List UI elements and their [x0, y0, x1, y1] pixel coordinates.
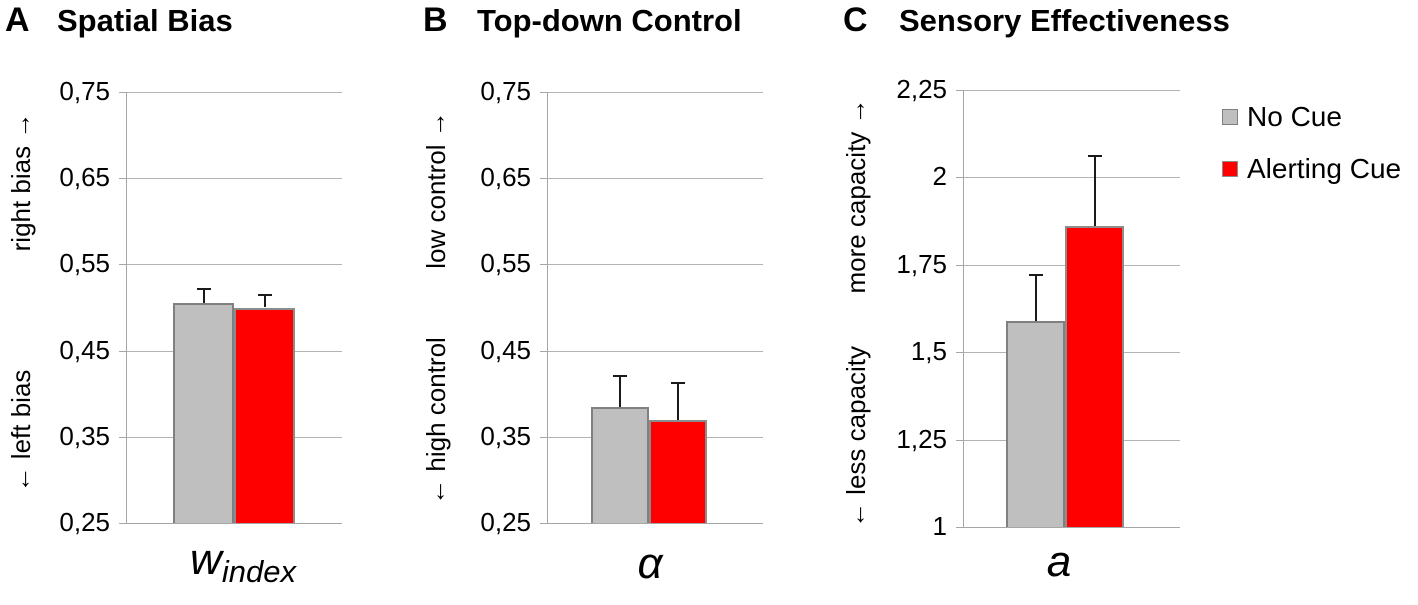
error-bar: [202, 288, 205, 304]
x-axis-label-subscript: index: [221, 554, 296, 589]
panel-B-title: Top-down Control: [477, 3, 742, 38]
y-axis-tick: [540, 351, 547, 352]
x-axis-label: windex: [190, 535, 296, 589]
y-tick-label: 0,55: [59, 247, 110, 278]
x-axis-label-base: w: [190, 535, 222, 584]
panel-A-title: Spatial Bias: [57, 3, 233, 38]
y-axis-tick: [956, 265, 963, 266]
y-axis-label-upper: low control →: [421, 111, 451, 269]
gridline: [963, 90, 1180, 91]
y-axis-tick: [540, 523, 547, 524]
error-bar: [263, 294, 266, 308]
error-bar: [619, 375, 621, 407]
error-bar: [1034, 275, 1037, 321]
y-tick-label: 0,55: [480, 247, 531, 278]
gridline: [126, 264, 342, 265]
y-axis-tick: [956, 440, 963, 441]
y-axis-tick: [540, 264, 547, 265]
x-axis-label: α: [637, 542, 662, 586]
y-tick-label: 2: [932, 160, 947, 191]
gridline: [547, 264, 763, 265]
x-axis-label-base: a: [1046, 537, 1072, 586]
y-tick-label: 0,65: [480, 161, 531, 192]
y-tick-label: 0,45: [59, 334, 110, 365]
error-bar-cap: [1028, 274, 1043, 277]
bar-alerting-cue: [234, 307, 295, 523]
y-axis-label-lower: ← high control: [421, 337, 451, 505]
gridline: [547, 351, 763, 352]
y-tick-label: 2,25: [896, 73, 947, 104]
y-tick-label: 0,35: [59, 420, 110, 451]
legend-label-alerting-cue: Alerting Cue: [1247, 153, 1402, 184]
y-tick-label: 1,5: [910, 335, 947, 366]
y-axis-tick: [540, 437, 547, 438]
y-axis-line: [547, 92, 548, 523]
y-axis-line: [126, 92, 127, 523]
gridline: [547, 92, 763, 93]
y-axis-tick: [119, 351, 126, 352]
y-axis-tick: [119, 178, 126, 179]
y-axis-tick: [956, 352, 963, 353]
gridline: [547, 178, 763, 179]
x-axis-label: a: [1047, 540, 1071, 584]
error-bar-cap: [671, 382, 685, 385]
gridline: [126, 178, 342, 179]
gridline: [126, 92, 342, 93]
y-axis-label-lower: ← left bias: [6, 369, 36, 493]
y-tick-label: 0,75: [59, 75, 110, 106]
error-bar: [677, 383, 679, 420]
y-tick-label: 1,25: [896, 423, 947, 454]
error-bar-cap: [1087, 155, 1102, 158]
alerting-cue-swatch: [1222, 161, 1238, 177]
y-tick-label: 0,65: [59, 161, 110, 192]
legend-item-no-cue: No Cue: [1222, 103, 1342, 131]
y-axis-label-lower: ← less capacity: [841, 345, 871, 529]
y-axis-label-upper: right bias →: [6, 112, 36, 252]
bar-no-cue: [591, 406, 649, 523]
error-bar-cap: [257, 293, 272, 296]
bar-no-cue: [1006, 320, 1065, 527]
y-tick-label: 0,45: [480, 334, 531, 365]
y-axis-tick: [119, 523, 126, 524]
y-tick-label: 0,75: [480, 75, 531, 106]
x-axis-label-base: α: [637, 539, 663, 588]
panel-C-title: Sensory Effectiveness: [899, 3, 1230, 38]
legend-label-no-cue: No Cue: [1247, 101, 1342, 132]
y-tick-label: 1: [932, 510, 947, 541]
x-axis-line: [963, 527, 1180, 528]
y-axis-tick: [540, 178, 547, 179]
y-axis-tick: [956, 90, 963, 91]
y-axis-line: [963, 90, 964, 527]
panel-B-letter: B: [423, 1, 448, 39]
x-axis-line: [547, 523, 763, 524]
bar-alerting-cue: [1065, 226, 1124, 527]
y-axis-label-upper: more capacity →: [841, 98, 871, 294]
error-bar-cap: [196, 287, 211, 290]
legend-item-alerting-cue: Alerting Cue: [1222, 155, 1401, 183]
error-bar-cap: [613, 374, 627, 377]
panel-C-letter: C: [843, 1, 868, 39]
x-axis-line: [126, 523, 342, 524]
panel-A-letter: A: [5, 1, 30, 39]
bar-no-cue: [173, 303, 234, 523]
y-axis-tick: [119, 437, 126, 438]
y-tick-label: 1,75: [896, 248, 947, 279]
y-tick-label: 0,25: [480, 506, 531, 537]
y-axis-tick: [956, 527, 963, 528]
y-axis-tick: [119, 264, 126, 265]
gridline: [963, 177, 1180, 178]
bar-alerting-cue: [649, 419, 707, 523]
no-cue-swatch: [1222, 109, 1238, 125]
y-axis-tick: [956, 177, 963, 178]
error-bar: [1093, 156, 1096, 227]
y-tick-label: 0,35: [480, 420, 531, 451]
y-axis-tick: [119, 92, 126, 93]
y-axis-tick: [540, 92, 547, 93]
y-tick-label: 0,25: [59, 506, 110, 537]
